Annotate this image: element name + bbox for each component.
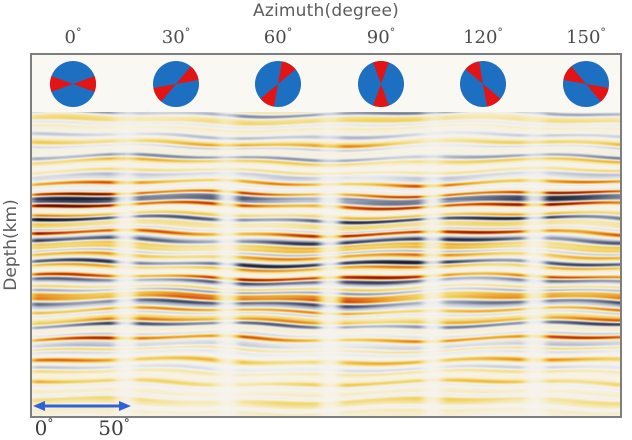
x-tick-90: 90° (366, 26, 396, 48)
y-axis-label: Depth(km) (1, 199, 21, 291)
beachball-icon-120deg (460, 61, 506, 107)
x-tick-120: 120° (463, 26, 503, 48)
x-tick-150: 150° (566, 26, 606, 48)
scale-label-0: 0° (34, 416, 54, 440)
beachball-icon-30deg (153, 61, 199, 107)
beachball-icon-60deg (255, 61, 301, 107)
degree-symbol: ° (184, 26, 191, 39)
seismic-section-image (32, 112, 620, 416)
beachball-icon-90deg (358, 61, 404, 107)
degree-symbol: ° (75, 26, 82, 39)
degree-symbol: ° (123, 416, 130, 431)
beachball-icon-0deg (50, 61, 96, 107)
x-tick-30: 30° (161, 26, 191, 48)
chart-title: Azimuth(degree) (253, 1, 399, 21)
degree-symbol: ° (600, 26, 606, 39)
beachball-icon-150deg (563, 61, 609, 107)
scale-double-arrow-icon (33, 401, 131, 411)
x-axis-tick-row: 0° 30° 60° 90° 120° 150° (0, 27, 632, 53)
x-tick-60: 60° (263, 26, 293, 48)
degree-symbol: ° (497, 26, 503, 39)
degree-symbol: ° (286, 26, 293, 39)
x-tick-0: 0° (64, 26, 82, 48)
degree-symbol: ° (389, 26, 396, 39)
scale-label-50: 50° (98, 416, 130, 440)
plot-area (30, 53, 622, 418)
degree-symbol: ° (47, 416, 54, 431)
